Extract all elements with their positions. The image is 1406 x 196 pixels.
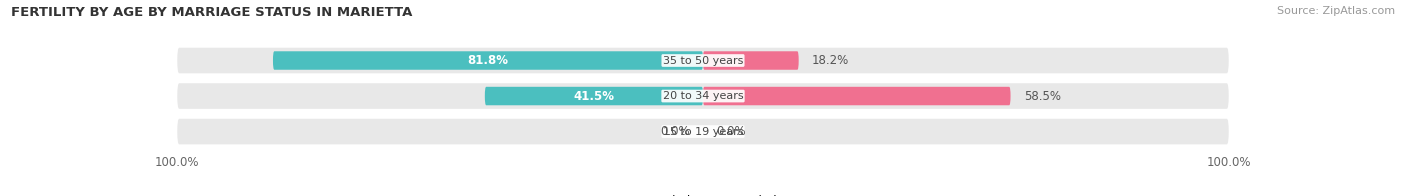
Text: Source: ZipAtlas.com: Source: ZipAtlas.com — [1277, 6, 1395, 16]
Text: 15 to 19 years: 15 to 19 years — [662, 127, 744, 137]
FancyBboxPatch shape — [703, 51, 799, 70]
Text: FERTILITY BY AGE BY MARRIAGE STATUS IN MARIETTA: FERTILITY BY AGE BY MARRIAGE STATUS IN M… — [11, 6, 412, 19]
Text: 20 to 34 years: 20 to 34 years — [662, 91, 744, 101]
FancyBboxPatch shape — [273, 51, 703, 70]
Text: 58.5%: 58.5% — [1024, 90, 1060, 103]
FancyBboxPatch shape — [177, 48, 1229, 73]
Text: 18.2%: 18.2% — [811, 54, 849, 67]
FancyBboxPatch shape — [703, 87, 1011, 105]
FancyBboxPatch shape — [177, 119, 1229, 144]
Legend: Married, Unmarried: Married, Unmarried — [624, 191, 782, 196]
FancyBboxPatch shape — [177, 83, 1229, 109]
Text: 0.0%: 0.0% — [661, 125, 690, 138]
Text: 35 to 50 years: 35 to 50 years — [662, 55, 744, 65]
Text: 81.8%: 81.8% — [467, 54, 509, 67]
Text: 0.0%: 0.0% — [716, 125, 745, 138]
FancyBboxPatch shape — [485, 87, 703, 105]
Text: 41.5%: 41.5% — [574, 90, 614, 103]
